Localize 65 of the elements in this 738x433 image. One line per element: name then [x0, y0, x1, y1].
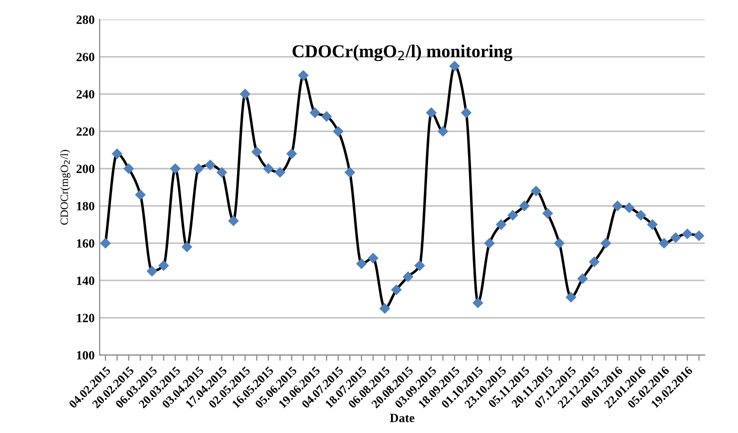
- y-tick-label: 180: [77, 202, 94, 210]
- point: [182, 242, 192, 252]
- point: [461, 108, 472, 118]
- y-axis-title: CDOCr(mgO$_{2}$/l): [60, 150, 70, 225]
- point: [426, 108, 436, 118]
- point: [146, 266, 158, 276]
- point: [519, 200, 530, 212]
- point: [438, 126, 448, 136]
- point: [124, 164, 134, 174]
- point: [554, 238, 564, 248]
- point: [530, 186, 542, 196]
- point: [193, 164, 204, 174]
- y-tick-label: 100: [77, 351, 94, 360]
- point: [402, 272, 414, 282]
- point: [368, 253, 378, 264]
- point: [566, 292, 576, 302]
- point: [600, 238, 611, 248]
- point: [612, 200, 623, 212]
- point: [380, 303, 390, 314]
- point: [216, 167, 227, 178]
- point: [577, 274, 588, 284]
- point: [321, 111, 332, 122]
- y-tick-label: 280: [76, 16, 94, 24]
- point: [472, 298, 483, 308]
- point: [310, 108, 320, 118]
- point: [100, 238, 111, 248]
- point: [135, 190, 146, 200]
- point: [682, 228, 692, 239]
- point: [449, 60, 460, 72]
- point: [647, 219, 658, 230]
- x-axis-title: Date: [390, 414, 414, 422]
- y-tick-label: 160: [77, 239, 94, 248]
- point: [252, 146, 262, 157]
- point: [170, 164, 180, 174]
- y-tick-label: 220: [76, 127, 94, 136]
- point: [205, 160, 216, 170]
- point: [694, 230, 704, 241]
- point: [670, 232, 681, 243]
- point: [658, 238, 670, 248]
- point: [263, 164, 274, 174]
- point: [356, 258, 367, 269]
- point: [344, 167, 355, 178]
- point: [274, 167, 286, 178]
- point: [158, 260, 169, 271]
- point: [496, 219, 506, 230]
- y-tick-label: 200: [76, 164, 94, 174]
- point: [508, 210, 518, 220]
- point: [636, 210, 646, 220]
- point: [298, 70, 308, 81]
- point: [228, 216, 239, 226]
- y-tick-label: 240: [76, 90, 94, 99]
- y-tick-label: 260: [76, 52, 94, 62]
- point: [391, 284, 402, 295]
- point: [112, 148, 122, 159]
- point: [240, 88, 250, 100]
- point: [286, 148, 297, 159]
- text: CDOCr(mgO$_{2}$/l) monitoring: [292, 44, 512, 62]
- point: [624, 202, 634, 213]
- point: [589, 256, 600, 267]
- point: [414, 260, 425, 271]
- point: [542, 208, 553, 218]
- y-tick-label: 140: [77, 276, 94, 285]
- y-tick-label: 120: [77, 314, 94, 322]
- point: [484, 238, 495, 248]
- point: [333, 126, 344, 136]
